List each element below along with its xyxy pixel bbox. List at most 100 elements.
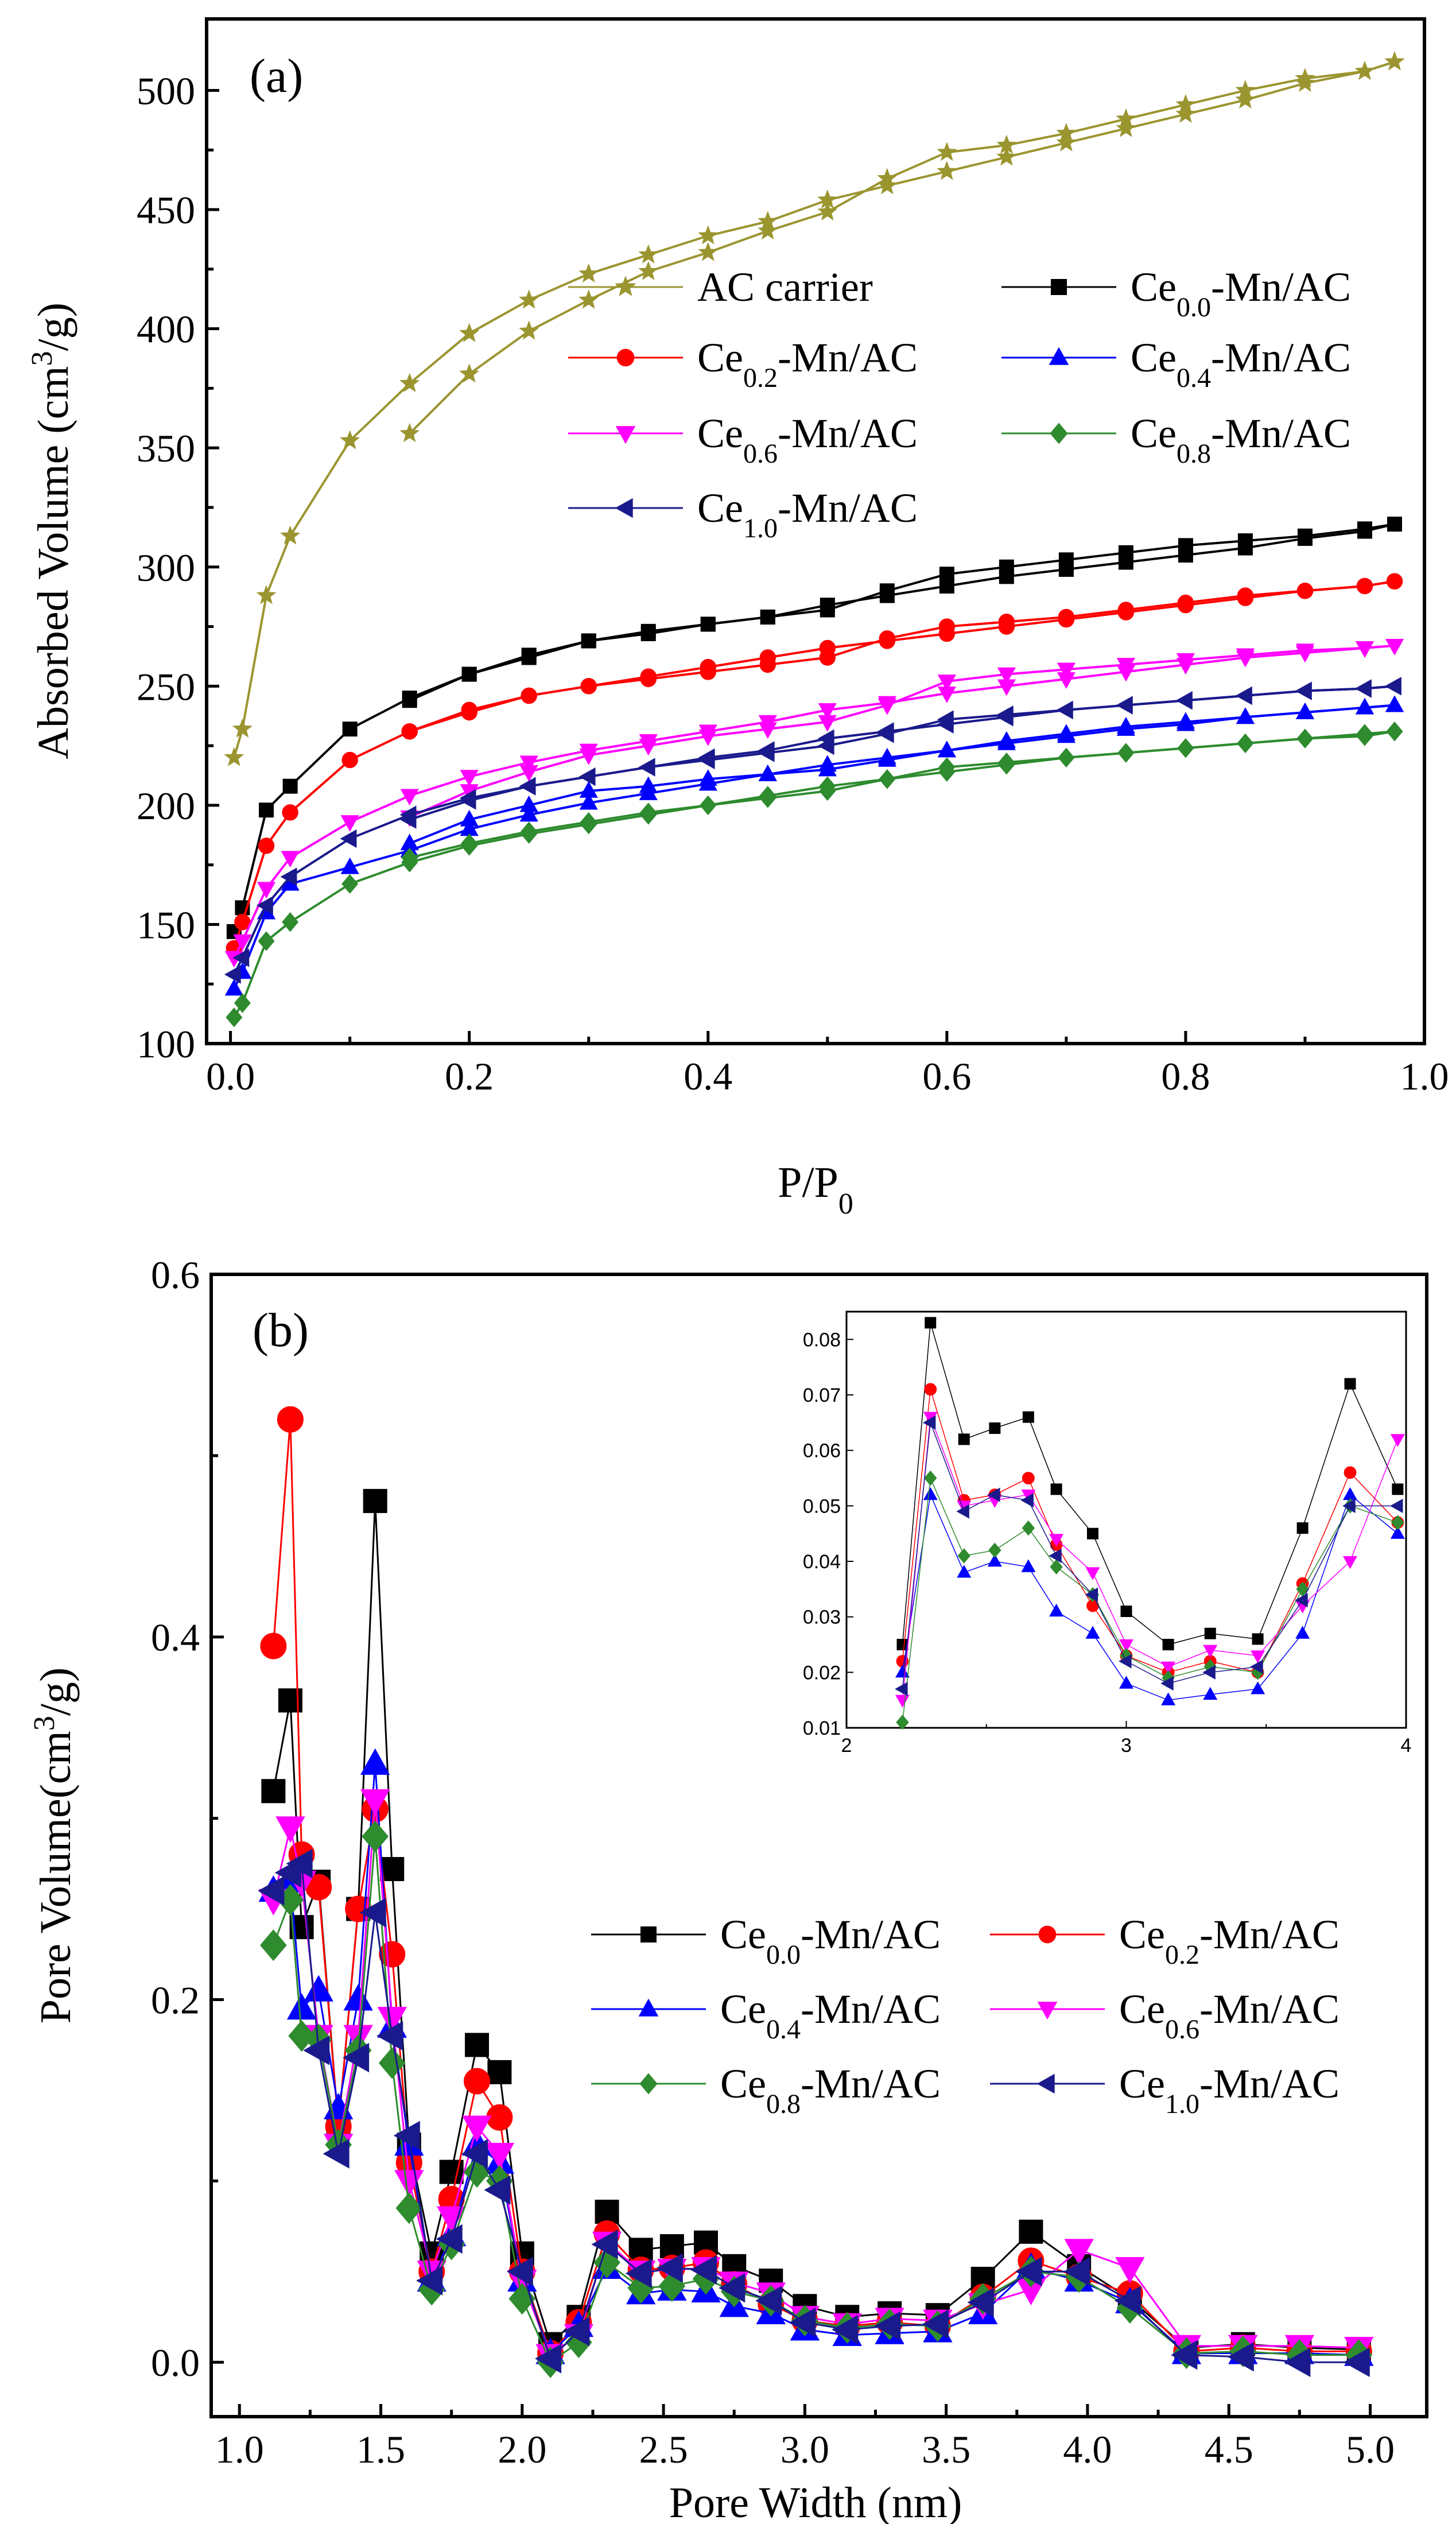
data-point	[580, 812, 597, 832]
panel-b-x-tick-label: 4.0	[1063, 2428, 1112, 2471]
legend-entry-3-label: Ce0.4-Mn/AC	[1131, 335, 1351, 393]
panel-b-y-tick-label: 0.6	[151, 1253, 200, 1297]
data-point	[519, 805, 538, 822]
panel-b-series-layer	[258, 1406, 1374, 2378]
panel-a-y-tick-label: 450	[137, 188, 195, 232]
panel-b-axes-layer: 1.0 1.5 2.0 2.5 3.0 3.5 4.0 4.5 5.0 0.0 0.2 0.4 0.6	[151, 1253, 1395, 2471]
data-point	[817, 736, 834, 755]
data-point	[1297, 528, 1313, 544]
inset-data-point	[989, 1422, 1001, 1434]
data-point	[1058, 552, 1074, 568]
data-point	[1056, 700, 1073, 719]
data-point	[1295, 643, 1315, 661]
inset-data-point	[924, 1383, 937, 1396]
inset-data-point	[1251, 1681, 1265, 1695]
data-point	[277, 1406, 304, 1433]
data-point	[484, 2175, 511, 2205]
data-point	[460, 809, 479, 827]
inset-axes-layer: 2 3 4 0.01 0.02 0.03 0.04 0.05 0.06 0.07 0.08	[803, 1329, 1412, 1757]
data-point	[1386, 573, 1403, 590]
data-point	[1117, 743, 1135, 763]
data-point	[258, 931, 275, 951]
data-point	[759, 788, 776, 808]
series-Ce1.0-Mn/AC	[258, 1848, 1370, 2377]
data-point	[581, 633, 596, 649]
data-point	[399, 810, 417, 829]
data-point	[280, 525, 301, 545]
inset-data-point	[925, 1317, 937, 1329]
desorption-line	[409, 644, 1395, 819]
data-point	[461, 701, 477, 719]
series-line	[273, 1862, 1359, 2363]
inset-x-tick-label: 3	[1121, 1735, 1132, 1757]
desorption-line	[409, 704, 1395, 845]
inset-data-point	[895, 1681, 908, 1696]
data-point	[359, 1898, 386, 1928]
data-point	[281, 851, 300, 868]
inset-data-point	[1390, 1526, 1405, 1539]
data-point	[1236, 648, 1255, 665]
panel-b-x-tick-label: 1.0	[215, 2428, 264, 2471]
data-point	[342, 722, 358, 737]
legend-entry-5-marker	[1050, 422, 1068, 444]
data-point	[232, 948, 250, 967]
inset-data-point	[1344, 1466, 1357, 1479]
data-point	[1056, 132, 1077, 152]
panel-a-x-tick-label: 0.2	[445, 1054, 494, 1098]
panel-a-y-tick-label: 200	[137, 784, 195, 828]
data-point	[380, 1857, 405, 1882]
data-point	[1236, 707, 1255, 724]
data-point	[1284, 2347, 1311, 2377]
data-point	[578, 767, 596, 786]
inset-data-point	[1085, 1567, 1100, 1580]
legend-b-entry-2-marker	[638, 1998, 659, 2017]
panel-b-x-tick-label: 4.5	[1205, 2428, 1253, 2471]
series-AC carrier	[224, 51, 1405, 766]
data-point	[519, 320, 539, 340]
data-point	[758, 220, 778, 240]
data-point	[1235, 686, 1252, 705]
inset-data-point	[987, 1487, 1000, 1502]
data-point	[698, 729, 717, 746]
legend-entry-1-marker	[1051, 279, 1067, 295]
panel-a-series-layer	[224, 51, 1405, 1028]
inset-y-tick-label: 0.03	[803, 1607, 841, 1629]
data-point	[1057, 724, 1076, 741]
inset-y-tick-label: 0.07	[803, 1385, 841, 1406]
data-point	[459, 363, 480, 383]
data-point	[1057, 662, 1076, 680]
data-point	[878, 750, 896, 767]
inset-data-point	[1020, 1493, 1034, 1508]
data-point	[224, 979, 243, 996]
series-Ce0.0-Mn/AC	[226, 517, 1402, 939]
data-point	[257, 882, 276, 899]
data-point	[519, 777, 536, 796]
series-Ce0.6-Mn/AC	[224, 638, 1404, 968]
panel-b-x-axis-title: Pore Width (nm)	[669, 2479, 962, 2524]
inset-data-point	[1250, 1660, 1263, 1674]
inset-series-Ce1.0-Mn/AC	[895, 1415, 1403, 1696]
data-point	[563, 2316, 590, 2347]
data-point	[1227, 2342, 1254, 2372]
panel-b-legend: Ce0.0-Mn/AC Ce0.2-Mn/AC Ce0.4-Mn/AC Ce0.6-M…	[591, 1912, 1339, 2119]
data-point	[1354, 60, 1375, 80]
panel-b-label: (b)	[253, 1304, 309, 1357]
data-point	[360, 1789, 390, 1816]
inset-data-point	[1050, 1483, 1062, 1495]
data-point	[282, 912, 299, 932]
data-point	[1117, 602, 1135, 618]
data-point	[340, 430, 360, 449]
legend-entry-5-label: Ce0.8-Mn/AC	[1131, 410, 1351, 469]
data-point	[938, 618, 956, 635]
data-point	[997, 731, 1016, 748]
inset-series-Ce0.0-Mn/AC	[896, 1317, 1404, 1650]
data-point	[1295, 681, 1312, 700]
data-point	[819, 781, 836, 801]
data-point	[998, 753, 1015, 773]
data-point	[460, 770, 479, 787]
data-point	[1357, 521, 1372, 537]
panel-b-x-tick-label: 2.0	[498, 2428, 546, 2471]
data-point	[996, 134, 1017, 154]
inset-data-point	[1202, 1665, 1216, 1680]
legend-entry-2-label: Ce0.2-Mn/AC	[697, 335, 918, 393]
